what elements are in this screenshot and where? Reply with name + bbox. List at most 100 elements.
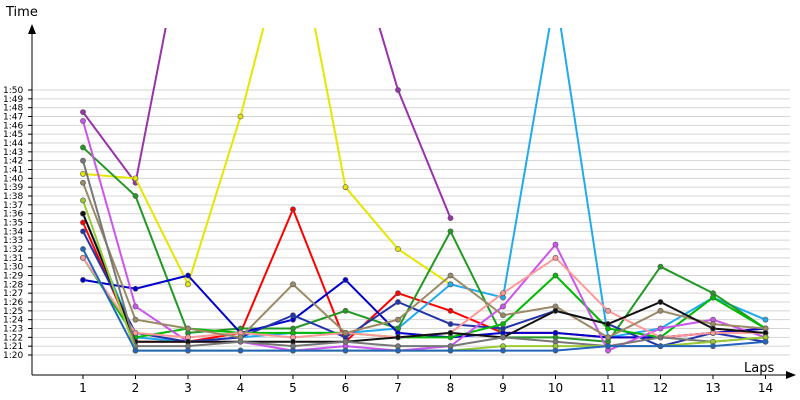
data-point xyxy=(552,307,559,314)
data-point xyxy=(80,228,86,235)
data-point xyxy=(132,303,139,310)
data-point xyxy=(447,228,454,235)
y-axis-ticks: 1:201:211:221:231:241:251:261:271:281:29… xyxy=(3,86,32,361)
y-tick-label: 1:22 xyxy=(3,333,23,343)
data-point xyxy=(605,307,611,314)
x-axis-arrow xyxy=(786,371,796,379)
data-point xyxy=(657,307,664,314)
data-point xyxy=(290,206,296,213)
x-tick-label: 13 xyxy=(705,381,720,395)
data-point xyxy=(290,312,296,319)
data-point xyxy=(395,246,401,252)
y-tick-label: 1:30 xyxy=(3,263,23,273)
y-tick-label: 1:38 xyxy=(3,192,23,202)
data-point xyxy=(342,184,349,191)
y-axis-arrow xyxy=(28,24,36,34)
y-tick-label: 1:39 xyxy=(3,183,23,193)
y-tick-label: 1:46 xyxy=(3,121,23,131)
y-tick-label: 1:21 xyxy=(3,342,23,352)
series-line xyxy=(82,160,766,348)
data-point xyxy=(552,330,559,336)
data-point xyxy=(80,246,86,252)
data-point xyxy=(185,272,191,279)
x-tick-label: 8 xyxy=(447,381,455,395)
data-point xyxy=(552,254,559,261)
data-point xyxy=(447,321,454,327)
data-point xyxy=(447,330,454,336)
series-group xyxy=(80,28,769,354)
data-point xyxy=(657,299,664,305)
x-tick-label: 5 xyxy=(289,381,297,395)
series-line xyxy=(82,248,766,352)
data-point xyxy=(237,113,244,120)
series-7 xyxy=(80,228,769,350)
data-point xyxy=(552,272,559,279)
data-point xyxy=(500,312,506,319)
axes xyxy=(28,24,796,379)
series-line xyxy=(82,146,767,343)
series-3 xyxy=(80,28,454,288)
data-point xyxy=(237,338,244,345)
data-point xyxy=(185,325,191,332)
data-point xyxy=(447,347,454,354)
data-point xyxy=(552,241,559,248)
y-tick-label: 1:26 xyxy=(3,298,23,308)
series-2 xyxy=(80,28,454,221)
data-point xyxy=(132,285,139,292)
y-tick-label: 1:32 xyxy=(3,245,23,255)
x-tick-label: 2 xyxy=(132,381,140,395)
data-point xyxy=(342,307,349,314)
x-tick-label: 6 xyxy=(342,381,350,395)
series-line xyxy=(82,28,167,184)
y-tick-label: 1:31 xyxy=(3,254,23,264)
y-tick-label: 1:45 xyxy=(3,130,23,140)
y-tick-label: 1:49 xyxy=(3,95,23,105)
data-point xyxy=(80,157,86,164)
series-line xyxy=(82,28,766,343)
data-point xyxy=(605,343,611,350)
data-point xyxy=(395,299,401,305)
data-point xyxy=(605,321,611,327)
data-point xyxy=(657,343,664,350)
data-point xyxy=(447,307,454,314)
data-point xyxy=(710,343,716,350)
y-tick-label: 1:37 xyxy=(3,201,23,211)
x-axis-ticks: 1 2 3 4 5 6 7 8 9 10 11 12 13 14 xyxy=(79,375,773,395)
data-point xyxy=(80,197,86,204)
data-point xyxy=(552,347,559,354)
y-tick-label: 1:47 xyxy=(3,113,23,123)
data-point xyxy=(395,87,401,93)
data-point xyxy=(342,347,349,354)
data-point xyxy=(447,215,454,221)
data-point xyxy=(342,277,349,283)
y-tick-label: 1:50 xyxy=(3,86,23,96)
data-point xyxy=(762,338,769,345)
data-point xyxy=(80,277,86,283)
y-tick-label: 1:20 xyxy=(3,351,23,361)
x-tick-label: 11 xyxy=(600,381,615,395)
data-point xyxy=(500,334,506,341)
series-line xyxy=(82,28,452,286)
series-line xyxy=(82,213,766,343)
y-tick-label: 1:29 xyxy=(3,272,23,282)
y-tick-label: 1:43 xyxy=(3,148,23,158)
data-point xyxy=(395,290,401,297)
data-point xyxy=(500,347,506,354)
data-point xyxy=(395,334,401,341)
data-point xyxy=(290,281,296,288)
data-point xyxy=(605,334,611,341)
y-tick-label: 1:36 xyxy=(3,210,23,220)
data-point xyxy=(132,316,139,323)
y-tick-label: 1:35 xyxy=(3,219,23,229)
data-point xyxy=(657,263,664,270)
series-11 xyxy=(80,179,769,341)
y-tick-label: 1:41 xyxy=(3,166,23,176)
y-axis-label: Time xyxy=(5,5,38,20)
x-tick-label: 7 xyxy=(394,381,402,395)
data-point xyxy=(657,334,664,341)
y-tick-label: 1:34 xyxy=(3,227,23,237)
data-point xyxy=(132,347,139,354)
data-point xyxy=(80,179,86,186)
